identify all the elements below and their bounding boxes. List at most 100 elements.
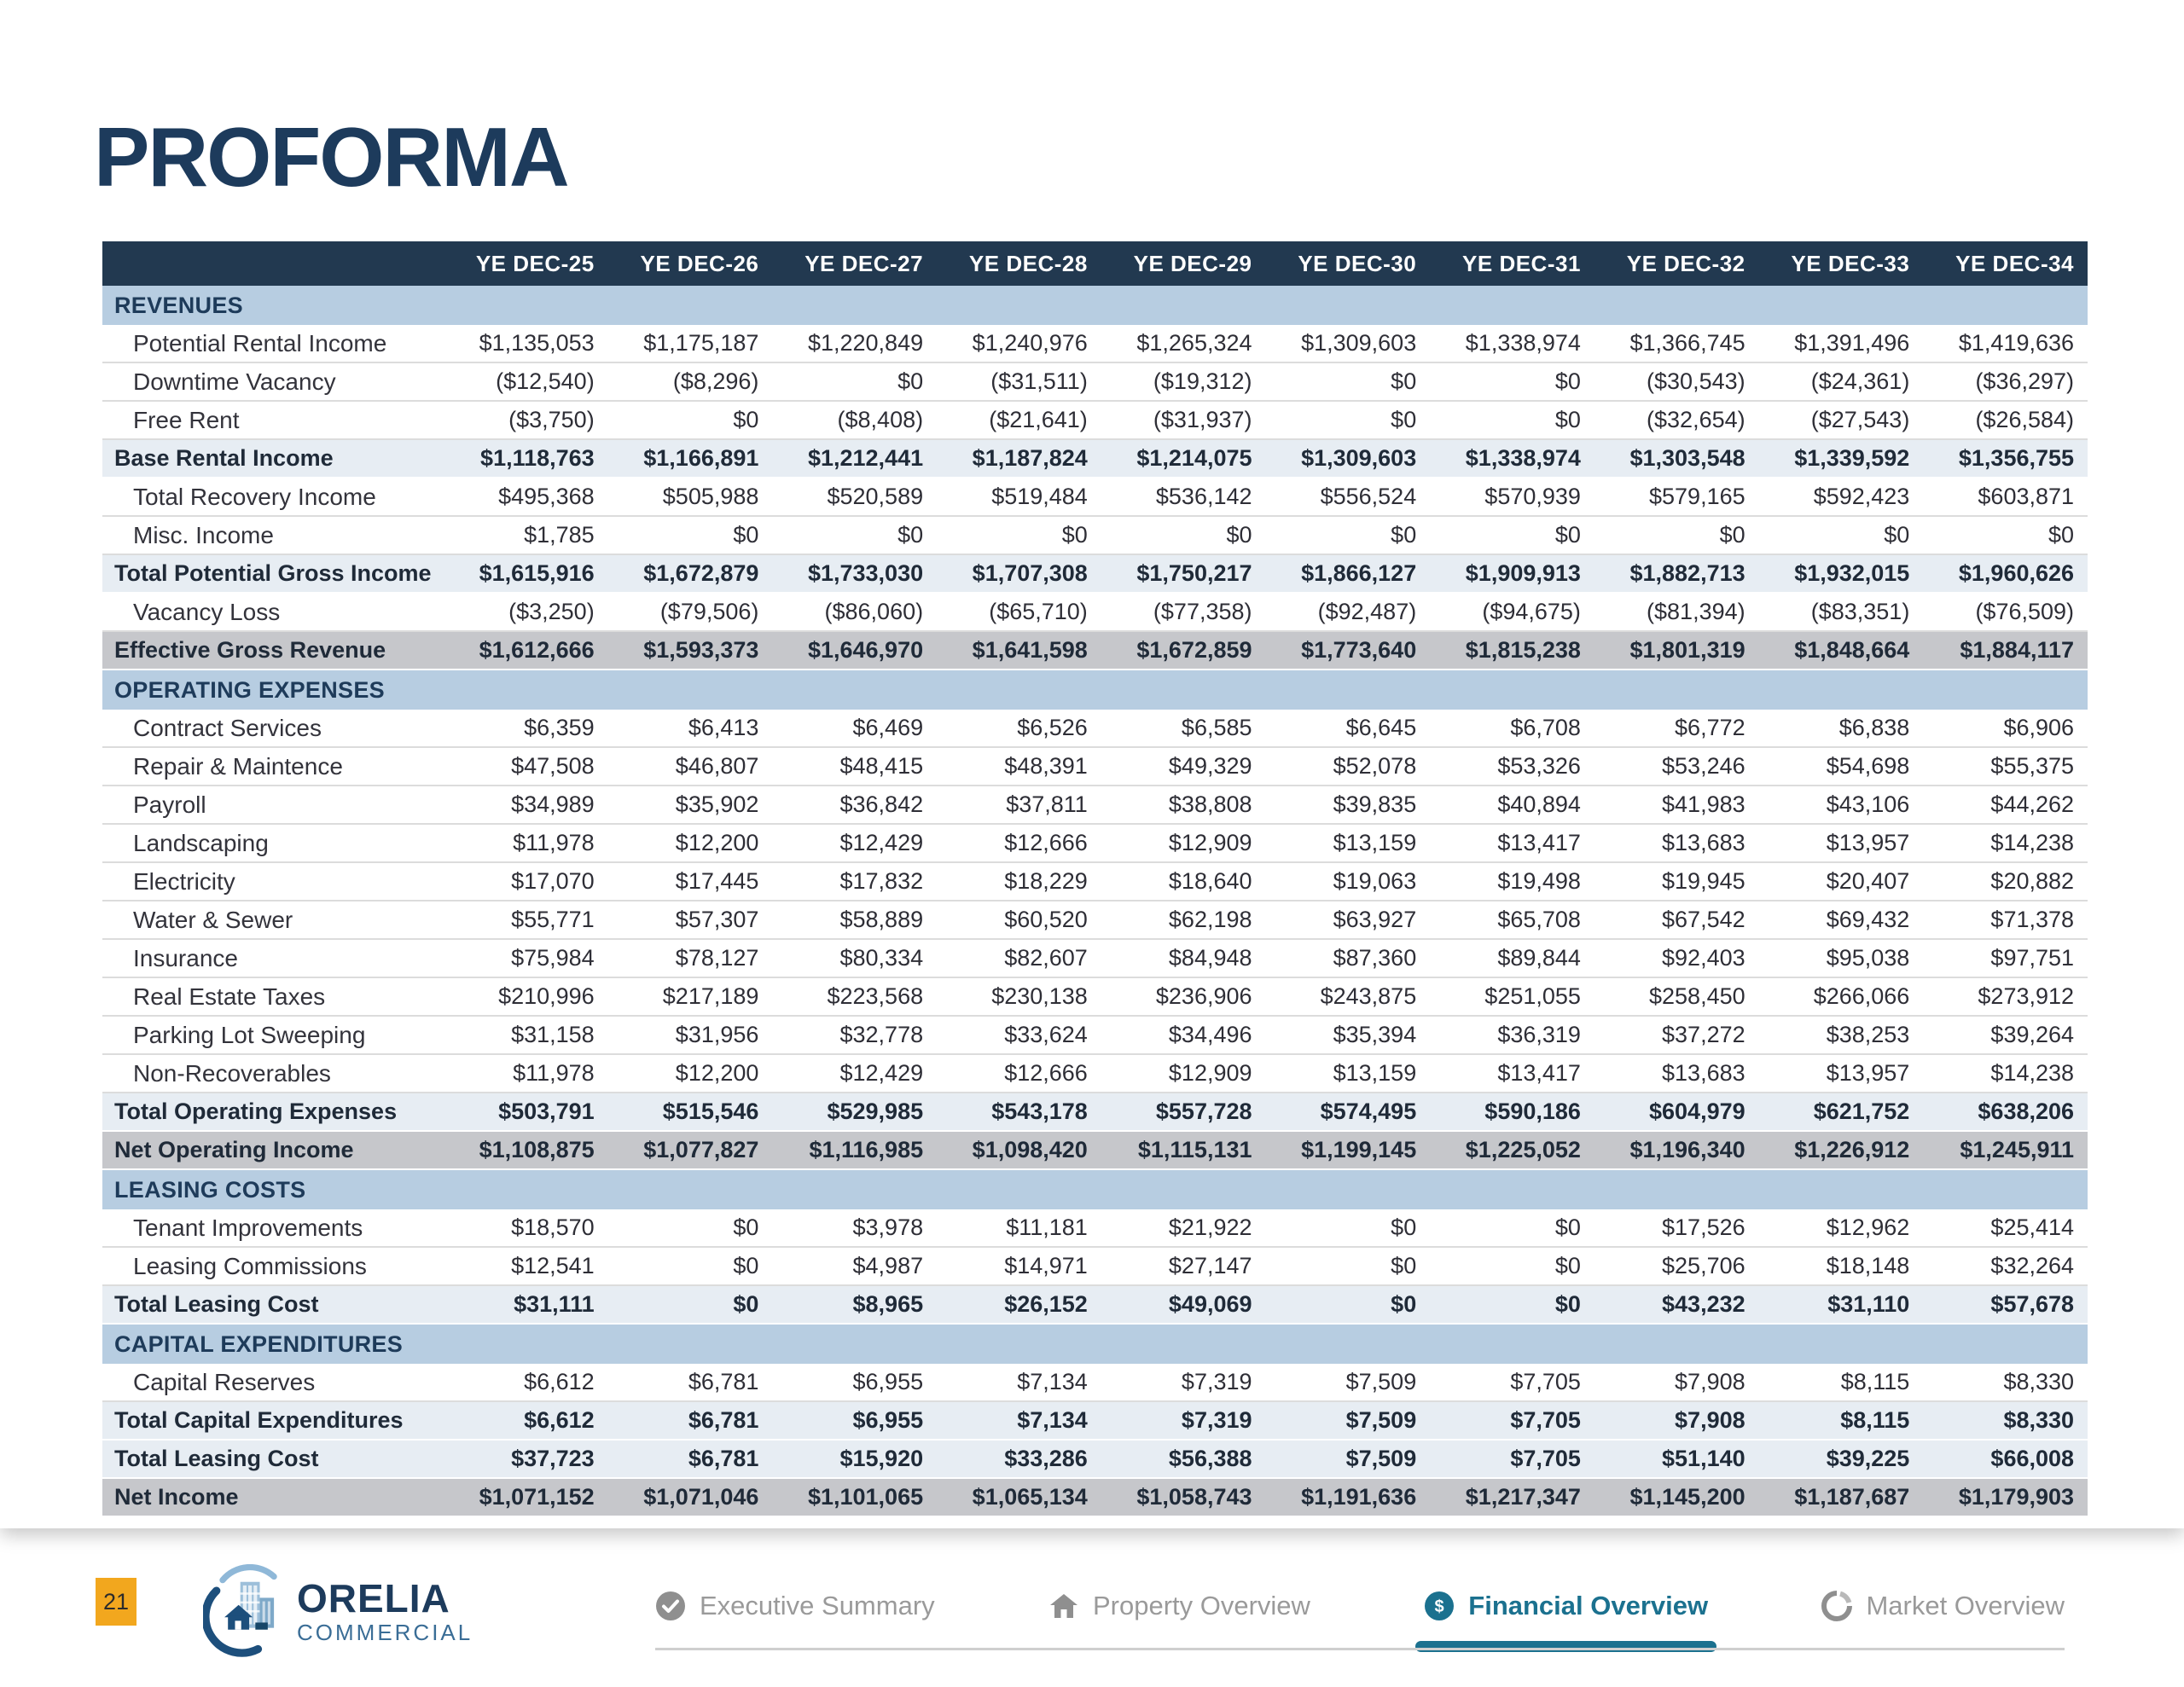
nav-item-market-overview[interactable]: Market Overview [1821, 1591, 2065, 1621]
row-label: Non-Recoverables [133, 1059, 331, 1087]
value-cell: ($83,351) [1810, 599, 1910, 624]
value-cell: $38,253 [1826, 1022, 1910, 1047]
value-cell: $1,356,755 [1958, 445, 2075, 471]
value-cell: $251,055 [1484, 983, 1581, 1009]
value-cell: $60,520 [1004, 907, 1088, 932]
value-cell: $1,909,913 [1465, 560, 1581, 586]
value-cell: $27,147 [1168, 1253, 1252, 1278]
value-cell: $1,641,598 [972, 637, 1088, 663]
value-cell: $519,484 [991, 484, 1088, 509]
value-cell: $7,705 [1510, 1407, 1581, 1433]
value-cell: $520,589 [827, 484, 924, 509]
value-cell: $1,750,217 [1136, 560, 1252, 586]
value-cell: $1,338,974 [1465, 445, 1581, 471]
value-cell: $529,985 [827, 1099, 924, 1124]
logo: ORELIA COMMERCIAL [203, 1564, 473, 1660]
row-label: Repair & Maintence [133, 752, 343, 780]
row-label: Landscaping [133, 829, 269, 856]
table-row: Capital Reserves $6,612 $6,781 $6,955 $7,134… [102, 1364, 2088, 1402]
value-cell: $17,526 [1662, 1215, 1745, 1240]
value-cell: $43,106 [1826, 791, 1910, 817]
value-cell: $1,179,903 [1958, 1484, 2075, 1510]
value-cell: ($8,296) [672, 368, 759, 394]
value-cell: $1,884,117 [1960, 637, 2075, 663]
value-cell: $34,496 [1168, 1022, 1252, 1047]
value-cell: $37,723 [511, 1446, 595, 1471]
table-row: Payroll $34,989 $35,902 $36,842 $37,811 $38,8… [102, 786, 2088, 825]
value-cell: $7,319 [1181, 1369, 1252, 1394]
table-row: Vacancy Loss ($3,250) ($79,506) ($86,060) ($… [102, 594, 2088, 632]
value-cell: $1,672,879 [643, 560, 759, 586]
value-cell: $0 [733, 407, 759, 432]
value-cell: $0 [897, 522, 924, 548]
column-header: YE DEC-30 [1298, 250, 1417, 276]
value-cell: $6,955 [852, 1369, 924, 1394]
table-row: OPERATING EXPENSES [102, 670, 2088, 710]
value-cell: $7,705 [1510, 1369, 1581, 1394]
value-cell: ($24,361) [1810, 368, 1910, 394]
value-cell: $273,912 [1978, 983, 2075, 1009]
row-label: Real Estate Taxes [133, 983, 326, 1010]
table-row: Insurance $75,984 $78,127 $80,334 $82,607 $84… [102, 940, 2088, 978]
value-cell: $1,071,046 [643, 1484, 759, 1510]
value-cell: $12,909 [1168, 1060, 1252, 1086]
value-cell: $1,646,970 [807, 637, 924, 663]
value-cell: $13,159 [1333, 1060, 1417, 1086]
value-cell: $0 [2048, 522, 2075, 548]
row-label: Downtime Vacancy [133, 368, 336, 395]
value-cell: ($31,511) [990, 368, 1088, 394]
row-label: Effective Gross Revenue [114, 637, 386, 663]
value-cell: $6,645 [1345, 715, 1417, 740]
value-cell: $1,593,373 [643, 637, 759, 663]
table-row: Total Operating Expenses $503,791 $515,546… [102, 1093, 2088, 1132]
nav-item-executive-summary[interactable]: Executive Summary [655, 1591, 935, 1621]
value-cell: $18,229 [1004, 868, 1088, 894]
footer-nav: Executive Summary Property Overview $ Finan… [655, 1586, 2065, 1652]
row-label: Total Recovery Income [133, 483, 376, 510]
column-header: YE DEC-25 [475, 250, 595, 276]
value-cell: $47,508 [511, 753, 595, 779]
value-cell: $17,070 [511, 868, 595, 894]
table-row: Repair & Maintence $47,508 $46,807 $48,415 $… [102, 748, 2088, 786]
home-icon [1048, 1591, 1079, 1621]
value-cell: $15,920 [839, 1446, 924, 1471]
value-cell: $21,922 [1168, 1215, 1252, 1240]
value-cell: $32,778 [839, 1022, 924, 1047]
value-cell: ($79,506) [659, 599, 759, 624]
value-cell: $0 [1391, 407, 1417, 432]
table-row: Total Recovery Income $495,368 $505,988 $52… [102, 478, 2088, 517]
nav-item-property-overview[interactable]: Property Overview [1048, 1591, 1310, 1621]
value-cell: $1,187,824 [972, 445, 1088, 471]
table-row: Electricity $17,070 $17,445 $17,832 $18,229 $… [102, 863, 2088, 901]
value-cell: ($92,487) [1317, 599, 1417, 624]
value-cell: $56,388 [1168, 1446, 1252, 1471]
value-cell: $78,127 [675, 945, 759, 971]
value-cell: ($8,408) [837, 407, 924, 432]
table-row: Real Estate Taxes $210,996 $217,189 $223,56… [102, 978, 2088, 1017]
value-cell: $266,066 [1813, 983, 1910, 1009]
value-cell: ($36,297) [1975, 368, 2075, 394]
row-label: Capital Reserves [133, 1368, 316, 1395]
value-cell: $7,319 [1181, 1407, 1252, 1433]
value-cell: $31,111 [514, 1291, 595, 1317]
row-label: Payroll [133, 791, 206, 818]
value-cell: $1,366,745 [1629, 330, 1745, 356]
row-label: Vacancy Loss [133, 598, 281, 625]
value-cell: $13,957 [1826, 830, 1910, 855]
value-cell: $6,838 [1838, 715, 1910, 740]
value-cell: $258,450 [1649, 983, 1745, 1009]
value-cell: ($31,937) [1153, 407, 1252, 432]
value-cell: $1,065,134 [972, 1484, 1088, 1510]
value-cell: $36,842 [839, 791, 924, 817]
column-header: YE DEC-32 [1626, 250, 1745, 276]
value-cell: ($86,060) [824, 599, 924, 624]
value-cell: $1,419,636 [1958, 330, 2075, 356]
value-cell: $3,978 [852, 1215, 924, 1240]
value-cell: $570,939 [1484, 484, 1581, 509]
table-row: Downtime Vacancy ($12,540) ($8,296) $0 ($31,… [102, 363, 2088, 402]
nav-item-financial-overview[interactable]: $ Financial Overview [1415, 1591, 1716, 1652]
value-cell: $11,978 [513, 1060, 595, 1086]
value-cell: $18,570 [511, 1215, 595, 1240]
value-cell: $0 [1554, 1291, 1581, 1317]
value-cell: $33,624 [1004, 1022, 1088, 1047]
